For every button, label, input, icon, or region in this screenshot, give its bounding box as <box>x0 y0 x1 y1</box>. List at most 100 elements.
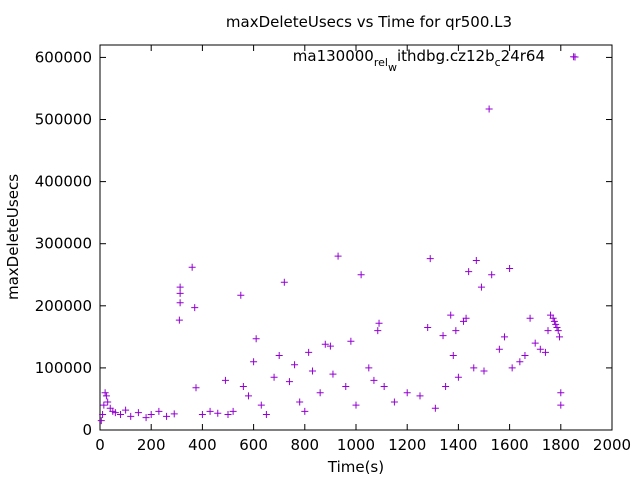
data-point <box>431 404 439 412</box>
data-point <box>192 384 200 392</box>
data-point <box>262 410 270 418</box>
data-point <box>329 370 337 378</box>
x-tick-label: 1800 <box>542 436 580 454</box>
data-point <box>500 333 508 341</box>
data-point <box>175 316 183 324</box>
data-point <box>506 265 514 273</box>
data-point <box>239 383 247 391</box>
x-tick-label: 1600 <box>491 436 529 454</box>
data-point <box>352 401 360 409</box>
x-tick-label: 200 <box>137 436 166 454</box>
data-point <box>296 398 304 406</box>
data-point <box>155 407 163 415</box>
data-point <box>465 268 473 276</box>
data-point <box>214 409 222 417</box>
data-point <box>541 348 549 356</box>
x-tick-label: 1400 <box>439 436 477 454</box>
data-point <box>142 414 150 422</box>
data-point <box>424 324 432 332</box>
data-point <box>301 407 309 415</box>
data-point <box>454 373 462 381</box>
data-point <box>521 351 529 359</box>
plot-frame <box>99 44 613 431</box>
legend-label-part: ithdbg.cz12b <box>397 47 495 65</box>
data-point <box>570 53 578 61</box>
data-point <box>550 317 558 325</box>
data-point <box>326 342 334 350</box>
x-tick-label: 800 <box>290 436 319 454</box>
legend-label-part: c <box>495 56 501 69</box>
data-point <box>176 289 184 297</box>
data-point <box>470 364 478 372</box>
data-point <box>357 271 365 279</box>
data-point <box>97 417 105 425</box>
x-tick-label: 0 <box>95 436 105 454</box>
data-point <box>531 339 539 347</box>
y-tick-label: 100000 <box>35 359 92 377</box>
data-point <box>452 327 460 335</box>
data-point <box>342 383 350 391</box>
data-point <box>556 333 564 341</box>
data-point <box>495 345 503 353</box>
legend-label: ma130000relwithdbg.cz12bc24r64 <box>293 47 545 74</box>
data-point <box>280 278 288 286</box>
data-point <box>472 256 480 264</box>
data-points <box>97 53 578 425</box>
data-point <box>390 398 398 406</box>
data-point <box>480 367 488 375</box>
data-point <box>291 361 299 369</box>
data-point <box>488 271 496 279</box>
data-point <box>147 410 155 418</box>
data-point <box>116 410 124 418</box>
data-point <box>176 299 184 307</box>
x-tick-label: 2000 <box>593 436 631 454</box>
data-point <box>321 340 329 348</box>
data-point <box>206 407 214 415</box>
data-point <box>111 409 119 417</box>
data-point <box>347 337 355 345</box>
data-point <box>127 412 135 420</box>
legend-label-part: rel <box>374 56 388 69</box>
data-point <box>99 410 107 418</box>
data-point <box>224 410 232 418</box>
data-point <box>102 392 110 400</box>
x-axis-label: Time(s) <box>327 458 384 476</box>
data-point <box>188 263 196 271</box>
legend-label-part: ma130000 <box>293 47 374 65</box>
y-tick-label: 500000 <box>35 111 92 129</box>
data-point <box>134 409 142 417</box>
data-point <box>252 335 260 343</box>
data-point <box>516 358 524 366</box>
data-point <box>101 389 109 397</box>
data-point <box>462 314 470 322</box>
data-point <box>176 283 184 291</box>
x-tick-label: 400 <box>188 436 217 454</box>
data-point <box>544 327 552 335</box>
data-point <box>365 364 373 372</box>
legend-label-part: 24r64 <box>501 47 545 65</box>
data-point <box>257 401 265 409</box>
data-point <box>270 373 278 381</box>
y-tick-label: 200000 <box>35 297 92 315</box>
data-point <box>477 283 485 291</box>
y-axis-label: maxDeleteUsecs <box>4 174 22 300</box>
y-tick-label: 400000 <box>35 173 92 191</box>
data-point <box>449 351 457 359</box>
data-point <box>229 407 237 415</box>
y-tick-label: 600000 <box>35 48 92 66</box>
data-point <box>508 364 516 372</box>
data-point <box>305 348 313 356</box>
data-point <box>536 345 544 353</box>
data-point <box>170 410 178 418</box>
y-tick-labels: 0 100000 200000 300000 400000 500000 600000 <box>35 48 92 439</box>
data-point <box>221 376 229 384</box>
data-point <box>334 252 342 260</box>
axis-ticks <box>99 45 613 431</box>
x-tick-label: 600 <box>239 436 268 454</box>
y-tick-label: 300000 <box>35 235 92 253</box>
x-tick-labels: 0 200 400 600 800 1000 1200 1400 1600 1800 2000 <box>95 436 631 454</box>
data-point <box>557 389 565 397</box>
data-point <box>526 314 534 322</box>
data-point <box>552 320 560 328</box>
